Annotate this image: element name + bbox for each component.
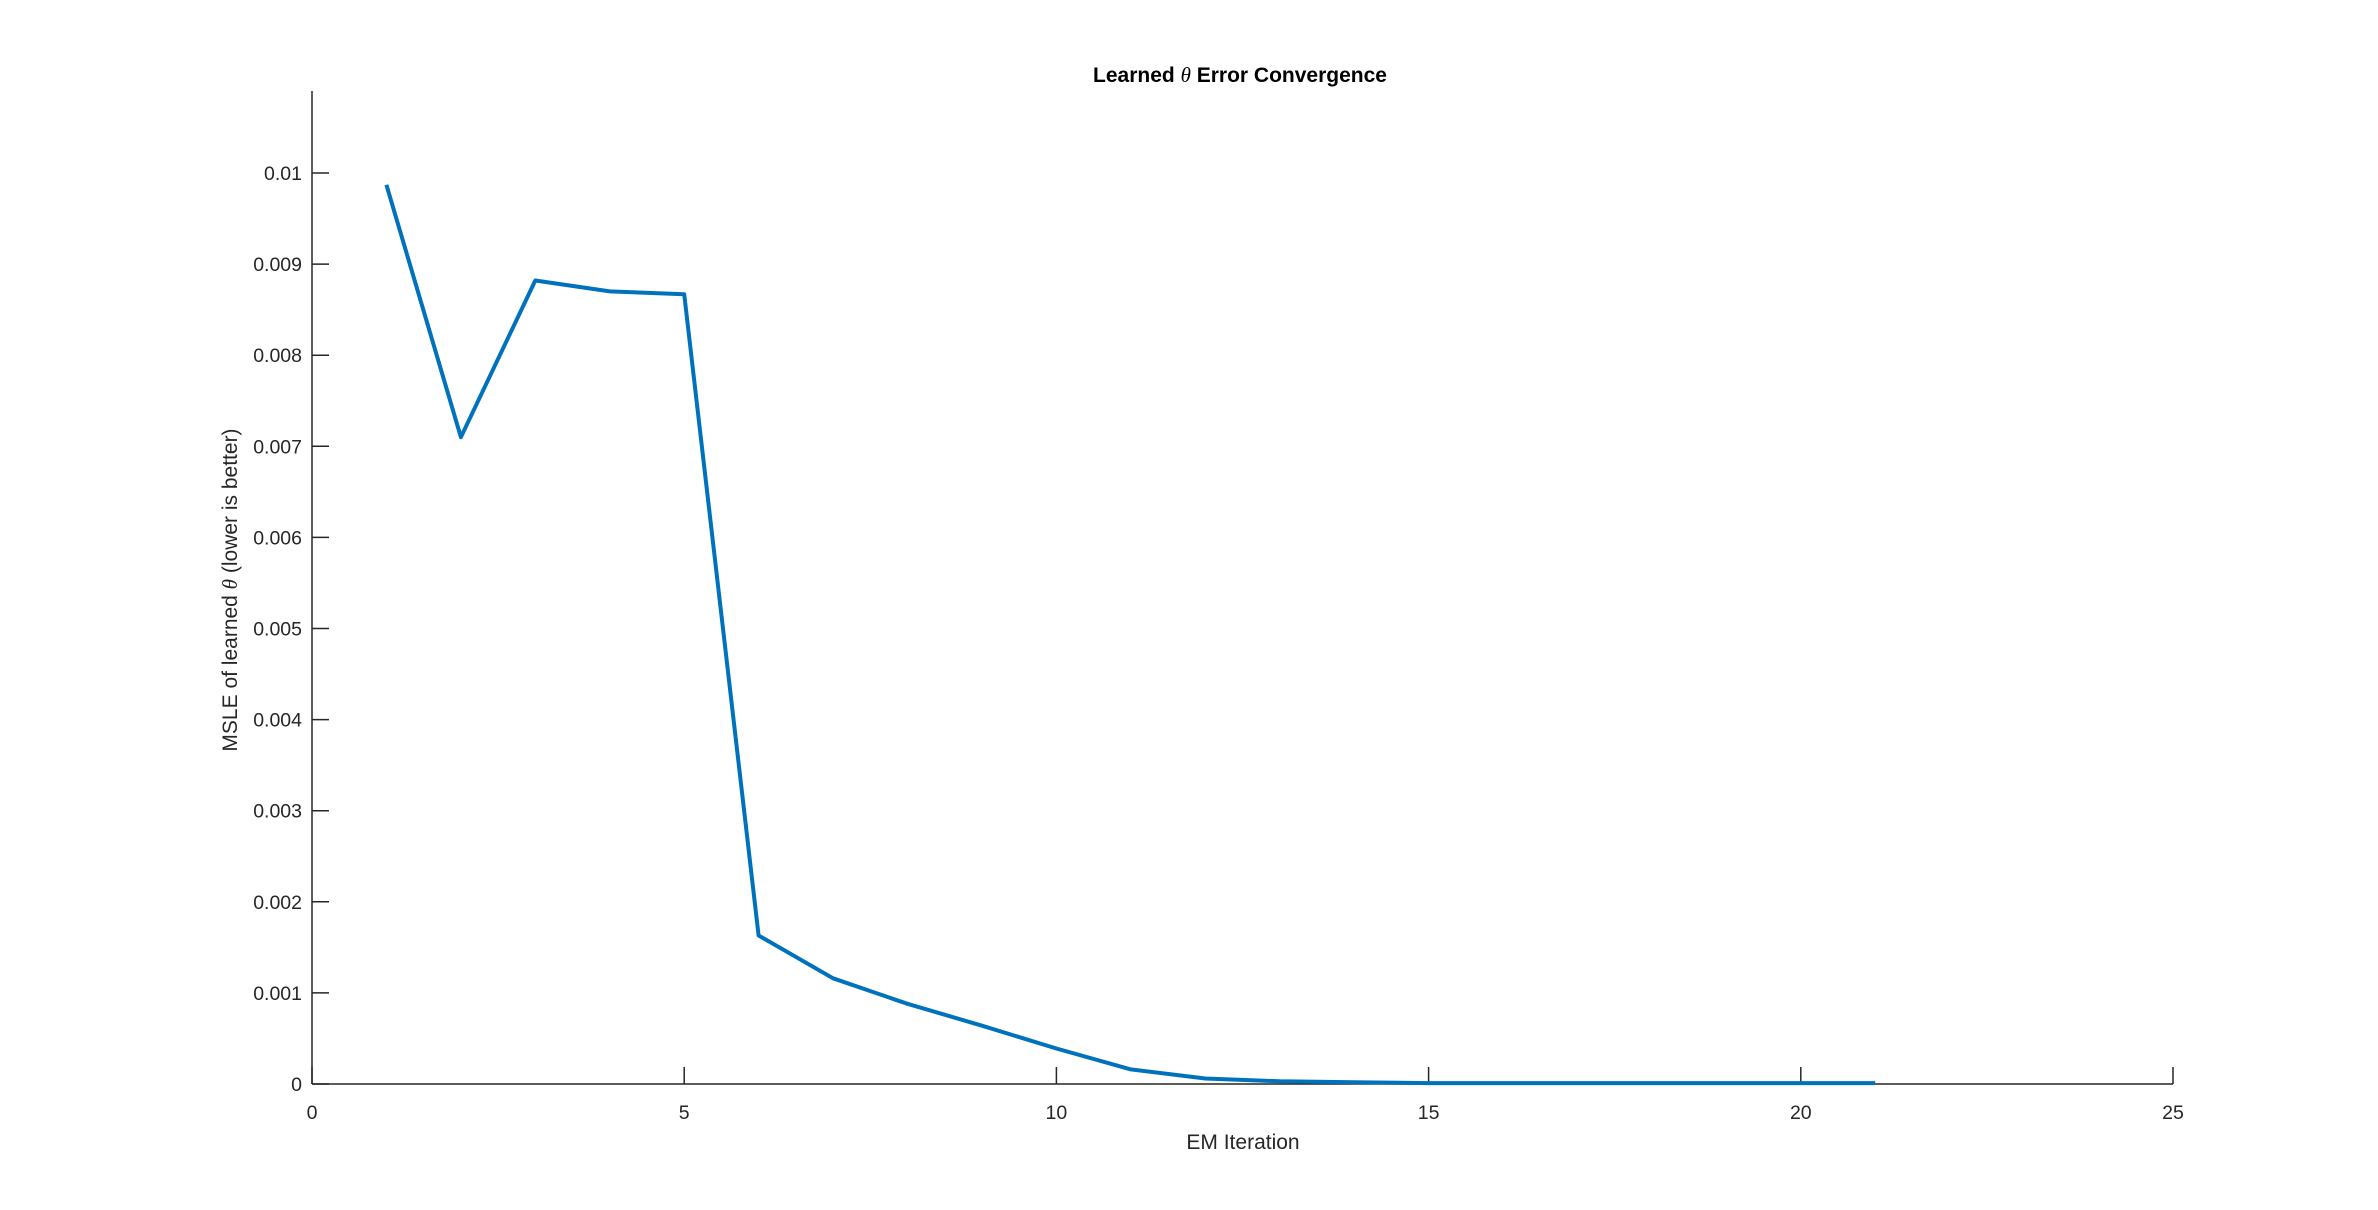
y-tick-label: 0.007 bbox=[253, 436, 302, 458]
chart-title: Learned θ Error Convergence bbox=[1093, 63, 1387, 87]
y-tick-label: 0.006 bbox=[253, 527, 302, 549]
y-axis-label: MSLE of learned θ (lower is better) bbox=[218, 428, 242, 751]
x-tick-label: 15 bbox=[1418, 1102, 1440, 1124]
x-tick-label: 10 bbox=[1046, 1102, 1068, 1124]
y-tick-label: 0.01 bbox=[264, 163, 302, 185]
x-axis-label: EM Iteration bbox=[1186, 1131, 1299, 1154]
y-tick-label: 0.001 bbox=[253, 983, 302, 1005]
y-tick-label: 0.008 bbox=[253, 345, 302, 367]
series-line bbox=[384, 184, 1876, 1086]
x-tick-label: 20 bbox=[1790, 1102, 1812, 1124]
y-tick-label: 0.004 bbox=[253, 710, 302, 732]
y-tick-label: 0.002 bbox=[253, 892, 302, 914]
x-axis-ticks: 0 5 10 15 20 25 bbox=[307, 1067, 2184, 1124]
y-tick-label: 0.003 bbox=[253, 801, 302, 823]
y-tick-label: 0.005 bbox=[253, 618, 302, 640]
x-tick-label: 5 bbox=[679, 1102, 690, 1124]
y-axis-ticks: 0 0.001 0.002 0.003 0.004 0.005 0.006 0.007 0.00… bbox=[253, 163, 329, 1096]
x-tick-label: 0 bbox=[307, 1102, 318, 1124]
y-tick-label: 0 bbox=[291, 1074, 302, 1096]
x-tick-label: 25 bbox=[2162, 1102, 2184, 1124]
y-tick-label: 0.009 bbox=[253, 254, 302, 276]
